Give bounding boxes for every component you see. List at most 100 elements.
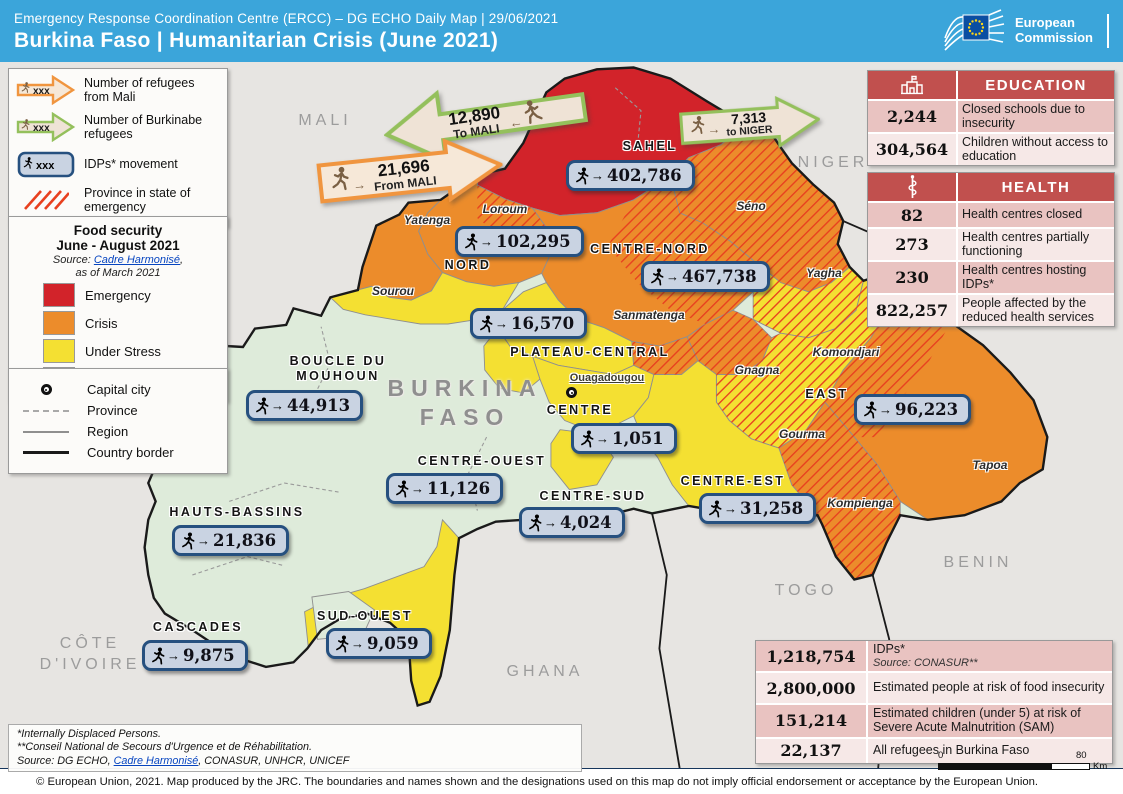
flow-label-to-niger: to NIGER	[726, 123, 773, 139]
idp-count-sud-ouest: 9,059	[367, 634, 419, 653]
footnote-idp: *Internally Displaced Persons.	[17, 728, 162, 740]
scale-start: 0	[938, 750, 944, 761]
idp-badge-centre-nord: → 467,738	[641, 261, 770, 292]
european-commission-logo: European Commission	[943, 8, 1123, 54]
province-label-loroum: Loroum	[482, 202, 528, 216]
country-label-niger: NIGER	[797, 154, 869, 171]
province-label-gourma: Gourma	[778, 427, 826, 441]
country-border-icon	[23, 451, 69, 454]
header-subtitle: Emergency Response Coordination Centre (…	[14, 10, 559, 26]
idp-badge-centre-est: → 31,258	[699, 493, 817, 524]
country-label-togo: TOGO	[774, 582, 838, 599]
province-line-icon	[23, 409, 69, 412]
emergency-swatch	[43, 283, 75, 307]
health-header: HEALTH	[868, 173, 1114, 201]
country-label-cote-divoire: CÔTE D'IVOIRE	[39, 635, 141, 673]
education-row: 2,244 Closed schools due to insecurity	[868, 101, 1114, 132]
map-canvas: MALI NIGER BENIN TOGO GHANA CÔTE D'IVOIR…	[0, 62, 1123, 773]
idp-summary-table: 1,218,754 IDPs* Source: CONASUR** 2,800,…	[755, 640, 1113, 764]
province-label-seno: Séno	[736, 199, 766, 213]
refugee-walker-icon: ←	[507, 98, 546, 133]
legend-class-emergency: Emergency	[43, 283, 221, 307]
health-table: HEALTH 82 Health centres closed 273 Heal…	[867, 172, 1115, 327]
footnotes: *Internally Displaced Persons. **Conseil…	[8, 724, 582, 773]
province-label-gnagna: Gnagna	[734, 363, 780, 377]
legend-country-border: Country border	[15, 445, 221, 460]
region-label-centre-est: CENTRE-EST	[680, 474, 786, 488]
source-prefix: Source:	[52, 254, 94, 266]
svg-text:xxx: xxx	[33, 86, 50, 97]
green-arrow-icon: xxx	[15, 112, 77, 142]
stat-label: IDPs*	[873, 642, 905, 657]
cadre-harmonise-link[interactable]: Cadre Harmonisé	[113, 754, 199, 767]
stat-value: 1,218,754	[756, 641, 868, 671]
region-label-sud-ouest: SUD-OUEST	[316, 609, 414, 623]
health-row: 230 Health centres hosting IDPs*	[868, 262, 1114, 293]
health-title: HEALTH	[1001, 178, 1071, 196]
province-label-yagha: Yagha	[806, 266, 842, 280]
svg-text:xxx: xxx	[33, 123, 50, 134]
right-arrow-shape	[679, 95, 822, 149]
idp-count-centre: 1,051	[612, 429, 664, 448]
stat-label: People affected by the reduced health se…	[962, 296, 1095, 324]
stat-value: 2,800,000	[756, 673, 868, 703]
legend-region-line: Region	[15, 424, 221, 439]
stat-label: Estimated people at risk of food insecur…	[873, 680, 1105, 695]
footnote-sources: Source: DG ECHO, Cadre Harmonisé, CONASU…	[17, 755, 573, 768]
idp-badge-centre-ouest: → 11,126	[386, 473, 504, 504]
idp-badge-sahel: → 402,786	[566, 160, 695, 191]
stat-value: 230	[868, 262, 958, 293]
capital-label: Ouagadougou	[569, 372, 645, 384]
refugee-walker-icon: →	[689, 114, 721, 140]
summary-row-sam-children: 151,214 Estimated children (under 5) at …	[756, 705, 1112, 737]
region-label-centre-sud: CENTRE-SUD	[539, 489, 647, 503]
region-label-hauts-bassins: HAUTS-BASSINS	[169, 505, 305, 519]
idp-count-cascades: 9,875	[183, 646, 235, 665]
header-titles: Emergency Response Coordination Centre (…	[0, 10, 558, 53]
svg-text:xxx: xxx	[36, 160, 55, 172]
idp-badge-plateau-central: → 16,570	[470, 308, 588, 339]
right-arrow-shape	[316, 138, 505, 204]
region-label-sahel: SAHEL	[622, 139, 678, 153]
idp-badge-boucle-du-mouhoun: → 44,913	[246, 390, 364, 421]
stat-value: 22,137	[756, 738, 868, 763]
scale-bar: 0 80 Km	[938, 750, 1110, 772]
idp-badge-cascades: → 9,875	[142, 640, 248, 671]
country-name-burkina-faso: BURKINA FASO	[387, 375, 543, 430]
health-row: 822,257 People affected by the reduced h…	[868, 295, 1114, 326]
stat-value: 82	[868, 203, 958, 227]
country-label-mali: MALI	[298, 112, 352, 129]
refugee-flow-from-mali: → 21,696 From MALI	[315, 133, 506, 216]
health-row: 273 Health centres partially functioning	[868, 229, 1114, 260]
scale-end: 80	[1076, 750, 1087, 761]
region-label-plateau-central: PLATEAU-CENTRAL	[510, 345, 670, 359]
idp-count-centre-sud: 4,024	[560, 513, 612, 532]
province-label-sourou: Sourou	[372, 284, 414, 298]
idp-count-plateau-central: 16,570	[511, 314, 575, 333]
region-label-centre: CENTRE	[546, 403, 614, 417]
capital-city-marker	[566, 387, 577, 398]
source-tail: , CONASUR, UNHCR, UNICEF	[198, 754, 350, 767]
idp-badge-nord: → 102,295	[455, 226, 584, 257]
legend-label: Province in state of emergency	[84, 186, 191, 215]
idp-badge-hauts-bassins: → 21,836	[172, 525, 290, 556]
food-security-source: Source: Cadre Harmonisé,	[15, 254, 221, 266]
legend-label: IDPs* movement	[84, 156, 178, 171]
scale-unit: Km	[1093, 761, 1108, 772]
capital-city-icon	[40, 384, 52, 395]
source-prefix: Source: DG ECHO,	[17, 754, 114, 767]
cadre-harmonise-link[interactable]: Cadre Harmonisé	[93, 254, 181, 266]
idp-badge-centre: → 1,051	[571, 423, 677, 454]
legend-map-symbols: Capital city Province Region Country bor…	[8, 368, 228, 474]
summary-row-refugees: 22,137 All refugees in Burkina Faso	[756, 738, 1112, 763]
eu-flag-icon	[944, 9, 1005, 51]
region-label-centre-nord: CENTRE-NORD	[590, 242, 710, 256]
food-security-period: June - August 2021	[56, 238, 180, 253]
stat-value: 822,257	[868, 295, 958, 326]
country-label-benin: BENIN	[943, 554, 1013, 571]
eu-logo-line1: European	[1014, 15, 1075, 31]
summary-row-food-insecurity: 2,800,000 Estimated people at risk of fo…	[756, 673, 1112, 703]
stat-source: Source: CONASUR**	[873, 656, 978, 669]
stat-value: 304,564	[868, 134, 958, 165]
region-label-east: EAST	[805, 387, 849, 401]
